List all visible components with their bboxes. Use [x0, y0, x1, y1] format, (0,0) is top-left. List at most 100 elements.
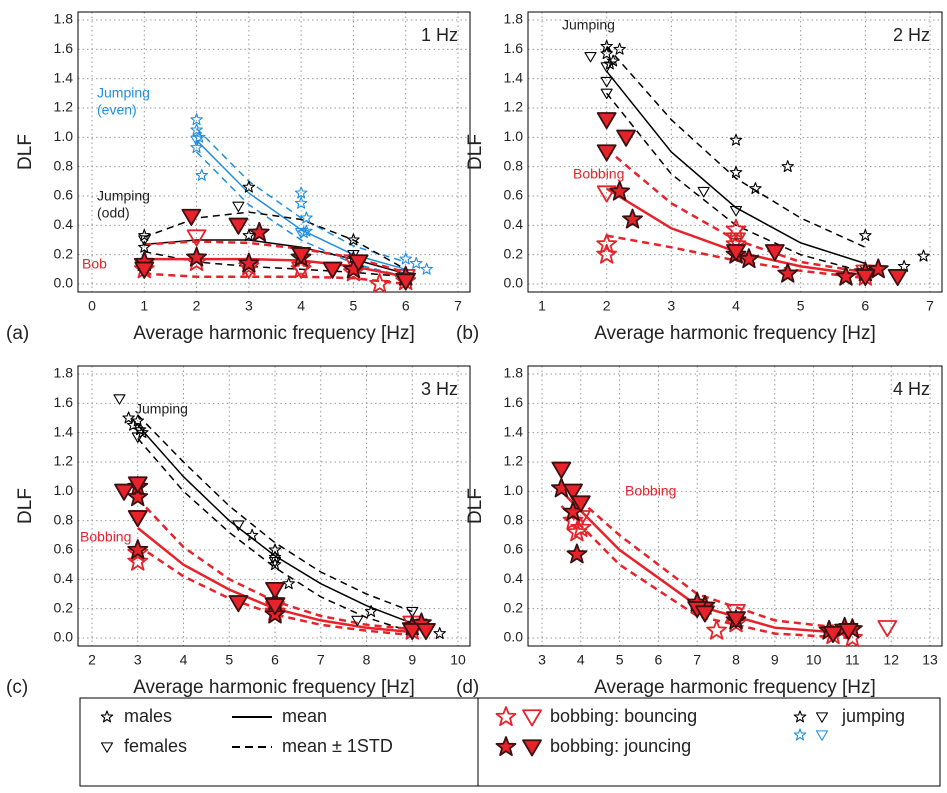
star-marker — [127, 550, 149, 571]
triangle-marker — [138, 235, 151, 246]
x-tick-label: 7 — [926, 298, 934, 314]
triangle-marker — [616, 129, 636, 147]
triangle-marker — [522, 739, 542, 757]
triangle-marker — [348, 254, 369, 272]
x-tick-label: 6 — [271, 652, 279, 668]
triangle-marker — [729, 205, 743, 217]
star-marker — [192, 130, 206, 143]
legend-label: mean — [282, 706, 327, 726]
x-tick-label: 4 — [577, 652, 585, 668]
y-tick-label: 0.2 — [54, 599, 74, 615]
star-marker — [245, 528, 259, 541]
panel-title: 1 Hz — [421, 25, 458, 45]
legend-label: bobbing: jouncing — [550, 736, 691, 756]
triangle-marker — [570, 495, 591, 513]
annotation: Jumping — [97, 85, 150, 101]
x-tick-label: 3 — [538, 652, 546, 668]
triangle-marker — [887, 269, 908, 287]
star-marker — [859, 229, 872, 242]
triangle-marker — [186, 229, 207, 247]
panel-label: (d) — [456, 677, 479, 698]
x-axis-label: Average harmonic frequency [Hz] — [133, 677, 415, 698]
triangle-marker — [600, 88, 613, 100]
triangle-marker — [265, 581, 285, 600]
star-marker — [190, 113, 203, 126]
x-tick-label: 4 — [297, 298, 305, 314]
plot-frame — [527, 365, 943, 647]
star-marker — [781, 160, 794, 173]
std-line — [144, 211, 407, 270]
y-tick-label: 1.2 — [504, 99, 524, 115]
std-line — [144, 272, 406, 286]
x-tick-label: 9 — [771, 652, 779, 668]
star-marker — [495, 736, 517, 756]
x-tick-label: 11 — [845, 652, 860, 668]
star-marker — [297, 226, 311, 239]
triangle-marker — [127, 510, 148, 528]
star-marker — [600, 47, 613, 60]
y-axis-label: DLF — [15, 488, 36, 524]
star-marker — [409, 256, 423, 269]
triangle-marker — [600, 76, 613, 88]
legend-label: bobbing: bouncing — [550, 706, 697, 726]
y-tick-label: 0.6 — [54, 187, 74, 203]
mean-line — [606, 70, 866, 265]
star-marker — [606, 54, 620, 67]
star-marker — [294, 196, 308, 209]
x-tick-label: 4 — [732, 298, 740, 314]
triangle-marker — [228, 217, 249, 235]
x-tick-label: 4 — [180, 652, 188, 668]
y-tick-label: 1.0 — [54, 128, 74, 144]
legend-label: mean ± 1STD — [282, 736, 393, 756]
triangle-marker — [100, 742, 114, 753]
triangle-marker — [600, 62, 613, 73]
annotation: Bobbing — [573, 166, 624, 182]
x-tick-label: 5 — [225, 652, 233, 668]
panel-label: (c) — [6, 677, 28, 698]
mean-line — [137, 424, 413, 625]
triangle-marker — [726, 611, 746, 629]
y-tick-label: 1.2 — [54, 99, 74, 115]
plot-area — [78, 12, 470, 292]
star-marker — [566, 543, 588, 564]
star-marker — [300, 211, 313, 224]
x-tick-label: 10 — [450, 652, 466, 668]
x-tick-label: 2 — [88, 652, 96, 668]
star-marker — [127, 539, 149, 559]
triangle-marker — [127, 476, 148, 494]
y-tick-label: 0.4 — [504, 570, 524, 586]
annotation: Jumping — [562, 17, 615, 33]
star-marker — [131, 414, 145, 427]
legend-box — [79, 697, 941, 787]
legend-label: females — [124, 736, 187, 756]
star-marker — [777, 262, 799, 283]
x-tick-label: 6 — [861, 298, 869, 314]
y-tick-label: 0.2 — [54, 245, 74, 261]
std-line — [196, 127, 406, 263]
panel-label: (b) — [456, 323, 479, 344]
triangle-marker — [268, 557, 282, 568]
y-tick-label: 0.4 — [504, 216, 524, 232]
plot-frame — [77, 365, 471, 647]
y-tick-label: 1.6 — [504, 40, 524, 56]
y-tick-label: 1.4 — [504, 423, 524, 439]
y-axis-label: DLF — [15, 134, 36, 170]
star-marker — [369, 273, 391, 294]
triangle-marker — [351, 615, 364, 627]
std-line — [606, 234, 866, 280]
std-line — [606, 92, 866, 274]
triangle-marker — [395, 273, 416, 291]
triangle-marker — [815, 730, 829, 741]
star-marker — [138, 240, 151, 253]
triangle-marker — [265, 598, 285, 616]
star-marker — [570, 517, 592, 537]
x-tick-label: 6 — [402, 298, 410, 314]
triangle-marker — [232, 520, 245, 531]
x-tick-label: 7 — [317, 652, 325, 668]
x-tick-label: 10 — [806, 652, 822, 668]
x-tick-label: 5 — [350, 298, 358, 314]
triangle-marker — [131, 432, 144, 443]
star-marker — [706, 619, 727, 640]
